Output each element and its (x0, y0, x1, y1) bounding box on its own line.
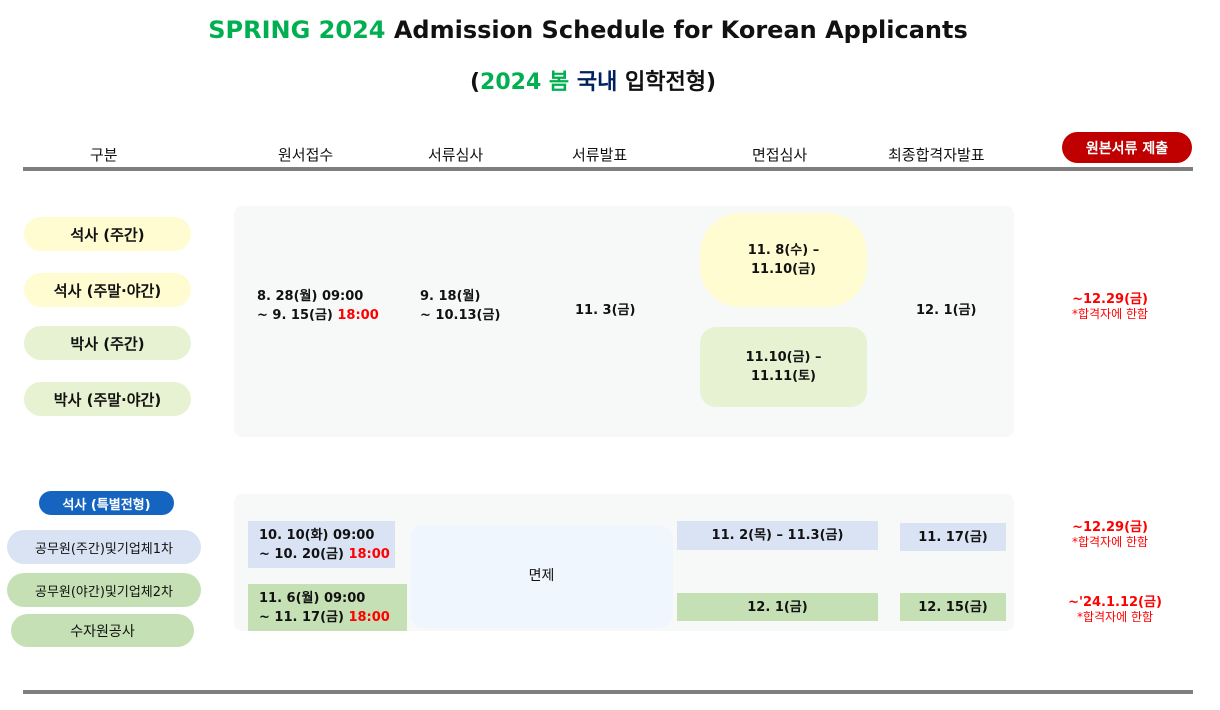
special-final-2: 12. 15(금) (900, 593, 1006, 621)
regular-panel (234, 206, 1014, 437)
footer-divider (23, 690, 1193, 694)
category-masters-weekend: 석사 (주말·야간) (24, 273, 191, 307)
regular-application: 8. 28(월) 09:00 ~ 9. 15(금) 18:00 (257, 289, 379, 323)
header-doc-review: 서류심사 (428, 146, 484, 164)
category-masters-day: 석사 (주간) (24, 217, 191, 251)
page-title: SPRING 2024 Admission Schedule for Korea… (208, 16, 968, 44)
category-phd-day: 박사 (주간) (24, 326, 191, 360)
regular-final: 12. 1(금) (916, 303, 977, 318)
special-submission-2: ~'24.1.12(금) *합격자에 한함 (1068, 595, 1162, 625)
regular-doc-result: 11. 3(금) (575, 303, 636, 318)
header-interview: 면접심사 (752, 146, 808, 164)
header-application: 원서접수 (278, 146, 334, 164)
special-doc-review-exempt: 면제 (410, 525, 673, 628)
regular-doc-review: 9. 18(월) ~ 10.13(금) (420, 289, 501, 323)
category-civil-servant-2: 공무원(야간)및기업체2차 (7, 573, 201, 607)
header-category: 구분 (90, 146, 118, 164)
submit-originals-button[interactable]: 원본서류 제출 (1062, 132, 1192, 163)
category-phd-weekend: 박사 (주말·야간) (24, 382, 191, 416)
special-final-1: 11. 17(금) (900, 523, 1006, 551)
special-application-1: 10. 10(화) 09:00 ~ 10. 20(금) 18:00 (248, 521, 395, 568)
interview-masters: 11. 8(수) –11.10(금) (700, 213, 867, 307)
special-interview-1: 11. 2(목) – 11.3(금) (677, 521, 878, 550)
header-final: 최종합격자발표 (888, 146, 985, 164)
header-divider (23, 167, 1193, 171)
category-kwater: 수자원공사 (11, 614, 194, 647)
regular-submission: ~12.29(금) *합격자에 한함 (1071, 292, 1149, 322)
interview-phd: 11.10(금) –11.11(토) (700, 327, 867, 407)
header-doc-result: 서류발표 (572, 146, 628, 164)
special-interview-2: 12. 1(금) (677, 593, 878, 621)
category-civil-servant-1: 공무원(주간)및기업체1차 (7, 530, 201, 564)
special-application-2: 11. 6(월) 09:00 ~ 11. 17(금) 18:00 (248, 584, 407, 631)
special-admission-label: 석사 (특별전형) (39, 491, 174, 515)
page-subtitle: (2024 봄 국내 입학전형) (469, 70, 717, 95)
special-submission-1: ~12.29(금) *합격자에 한함 (1071, 520, 1149, 550)
